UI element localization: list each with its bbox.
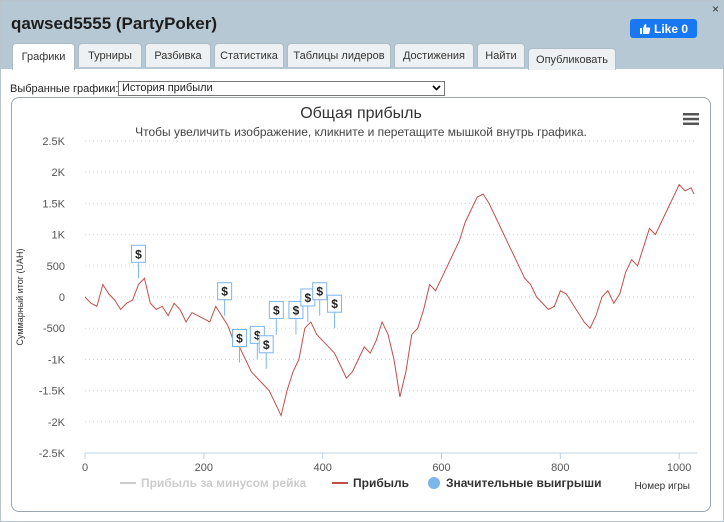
- big-win-flag[interactable]: [268, 300, 284, 319]
- y-tick-label: -2.5K: [39, 448, 66, 460]
- chevron-down-icon: [432, 85, 441, 91]
- big-win-flag-label: $: [254, 328, 261, 342]
- title-bar: qawsed5555 (PartyPoker) × Like 0 Графики…: [1, 1, 723, 70]
- tab-tournaments[interactable]: Турниры: [78, 43, 142, 67]
- big-win-flag-label: $: [293, 303, 300, 317]
- y-tick-label: 2K: [52, 167, 66, 179]
- y-tick-label: -1K: [48, 354, 66, 366]
- x-tick-label: 200: [195, 462, 213, 474]
- thumbs-up-icon: [639, 23, 651, 34]
- tab-statistics[interactable]: Статистика: [214, 43, 284, 67]
- x-axis-title: Номер игры: [634, 481, 690, 492]
- big-win-flag-label: $: [316, 285, 323, 299]
- tab-achievements[interactable]: Достижения: [394, 43, 474, 67]
- y-tick-label: -500: [43, 323, 65, 335]
- chart-title: Общая прибыль: [300, 105, 422, 122]
- y-tick-label: 0: [59, 292, 65, 304]
- big-win-flag[interactable]: [288, 300, 304, 319]
- tab-breakdown[interactable]: Разбивка: [145, 43, 211, 67]
- big-win-flag-label: $: [304, 291, 311, 305]
- big-win-flag[interactable]: [327, 294, 343, 313]
- close-icon[interactable]: ×: [711, 2, 719, 16]
- profit-series-line[interactable]: [84, 183, 695, 418]
- like-label: Like 0: [653, 21, 689, 36]
- y-tick-label: 1K: [52, 230, 66, 242]
- y-tick-label: -1.5K: [39, 386, 66, 398]
- big-win-flag-label: $: [221, 285, 228, 299]
- y-tick-label: 2.5K: [42, 136, 65, 148]
- chart-selector-value: История прибыли: [122, 82, 213, 94]
- window-title: qawsed5555 (PartyPoker): [11, 14, 217, 33]
- profit-chart[interactable]: 2.5K 2K 1.5K 1K 500 0 -500 -1K -1.5K -2K -2.5K 0 200…: [12, 98, 710, 511]
- legend-item-label[interactable]: Прибыль: [353, 476, 409, 490]
- big-win-flag-label: $: [273, 303, 280, 317]
- chart-selector-label: Выбранные графики:: [10, 83, 119, 95]
- big-win-flag[interactable]: [312, 282, 328, 301]
- x-tick-label: 1000: [667, 462, 691, 474]
- big-win-flag[interactable]: [217, 282, 233, 301]
- y-tick-label: 500: [47, 261, 65, 273]
- tab-publish[interactable]: Опубликовать: [528, 48, 616, 70]
- x-tick-label: 600: [432, 462, 450, 474]
- big-win-flag[interactable]: [231, 329, 247, 348]
- x-tick-label: 400: [313, 462, 331, 474]
- big-win-flag-label: $: [263, 338, 270, 352]
- big-win-flag[interactable]: [258, 335, 274, 354]
- chart-menu-icon[interactable]: [682, 112, 700, 126]
- big-win-flag-label: $: [236, 332, 243, 346]
- legend-item-label[interactable]: Прибыль за минусом рейка: [141, 476, 306, 490]
- chart-subtitle: Чтобы увеличить изображение, кликните и …: [135, 125, 587, 139]
- x-tick-label: 0: [82, 462, 88, 474]
- y-tick-label: 1.5K: [42, 198, 65, 210]
- chart-selector-dropdown[interactable]: История прибыли: [118, 81, 445, 96]
- tab-leaderboards[interactable]: Таблицы лидеров: [287, 43, 391, 67]
- big-win-flag-label: $: [331, 297, 338, 311]
- big-win-flag-label: $: [135, 247, 142, 261]
- tab-find[interactable]: Найти: [477, 43, 525, 67]
- chart-container[interactable]: Общая прибыль Чтобы увеличить изображени…: [11, 97, 711, 512]
- y-axis-title: Суммарный итог (UAH): [15, 248, 25, 345]
- x-tick-label: 800: [551, 462, 569, 474]
- legend-symbol[interactable]: [428, 477, 440, 489]
- facebook-like-button[interactable]: Like 0: [630, 19, 697, 38]
- tab-charts[interactable]: Графики: [12, 43, 75, 70]
- big-win-flag[interactable]: [130, 244, 146, 263]
- y-tick-label: -2K: [48, 417, 66, 429]
- legend-item-label[interactable]: Значительные выигрыши: [446, 476, 602, 490]
